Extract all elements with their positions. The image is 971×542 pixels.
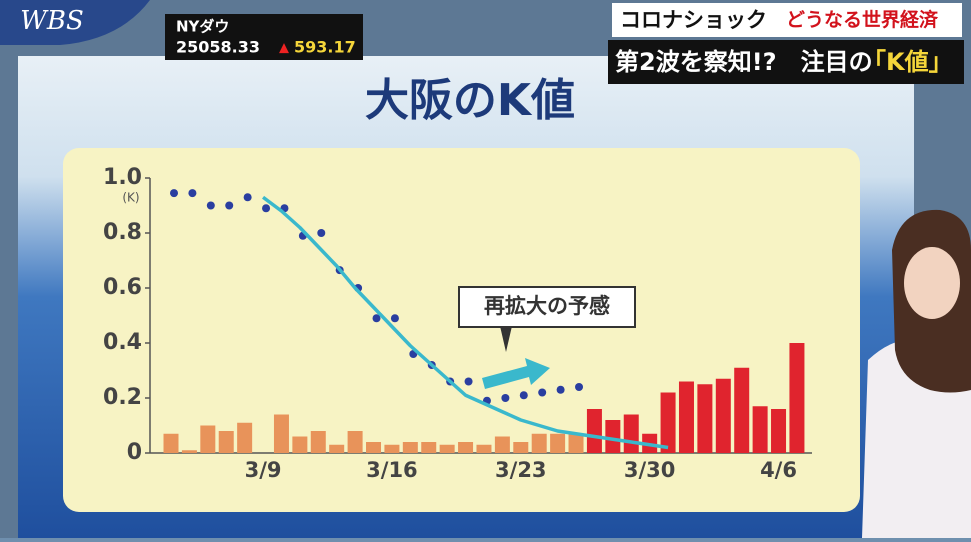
k-point [262, 204, 271, 213]
bar [715, 378, 731, 453]
ticker-name: NYダウ [176, 18, 229, 36]
y-tick-label: 0 [127, 440, 142, 465]
k-point [188, 189, 197, 198]
bar [347, 431, 363, 453]
presenter-face [904, 247, 960, 319]
bar [329, 444, 345, 453]
y-unit: (K) [122, 191, 139, 205]
annotation: 再拡大の予感 [484, 294, 610, 318]
k-point [538, 388, 547, 397]
bar [771, 409, 787, 453]
bar [697, 384, 713, 453]
headline-bg [608, 40, 964, 84]
bar [586, 409, 602, 453]
logo-bg [0, 0, 150, 45]
bar [310, 431, 326, 453]
ticker-bg [165, 14, 363, 60]
headline-key: 「K値」 [862, 48, 953, 76]
bar [366, 442, 382, 453]
ticker-change: 593.17 [294, 38, 356, 57]
bar [531, 433, 547, 453]
k-point [243, 193, 252, 202]
bar [678, 381, 694, 453]
k-point [372, 314, 381, 323]
ticker-value: 25058.33 [176, 38, 260, 57]
x-tick-label: 3/23 [495, 458, 547, 482]
chart-panel [63, 148, 860, 512]
bar [605, 420, 621, 453]
bar [660, 392, 676, 453]
bar [550, 433, 566, 453]
x-tick-label: 4/6 [760, 458, 797, 482]
trend-line [262, 195, 669, 450]
caption-bg [612, 3, 962, 37]
k-point [317, 229, 326, 237]
k-point [556, 385, 565, 394]
k-point [170, 189, 178, 198]
k-point [519, 391, 528, 400]
bar [623, 414, 639, 453]
headline: 第2波を察知!? 注目の [615, 48, 873, 76]
plot: 0 0.2 0.4 0.6 0.8 1.0 3/9 3/16 3/23 3/30 4/6 [103, 165, 812, 482]
x-tick-label: 3/9 [245, 458, 282, 482]
ticker-arrow: ▲ [279, 41, 289, 56]
bar [513, 442, 529, 453]
caption-sub: どうなる世界経済 [786, 8, 939, 31]
bar [273, 414, 289, 453]
logo: WBS [20, 6, 84, 36]
bar [476, 444, 492, 453]
x-tick-label: 3/16 [366, 458, 418, 482]
bar [752, 406, 768, 453]
callout-box [458, 286, 636, 328]
bar [789, 343, 805, 453]
bar [384, 444, 400, 453]
y-tick-label: 0.4 [103, 330, 142, 355]
trend-arrow [482, 358, 550, 389]
x-tick-label: 3/30 [624, 458, 676, 482]
k-point [390, 314, 399, 323]
k-point [575, 383, 584, 391]
bar [292, 436, 308, 453]
bar [402, 442, 418, 453]
y-tick-label: 0.6 [103, 275, 142, 300]
bar [568, 433, 584, 453]
bar [494, 436, 510, 453]
bar [458, 442, 474, 453]
y-tick-label: 0.8 [103, 220, 142, 245]
bar [439, 444, 455, 453]
k-point [225, 201, 234, 210]
bar [734, 367, 750, 453]
bar [237, 422, 253, 453]
k-point [501, 394, 510, 402]
bar [200, 425, 216, 453]
chart-title: 大阪のK値 [365, 75, 575, 126]
k-point [464, 377, 473, 386]
y-tick-label: 1.0 [103, 165, 142, 190]
k-point [206, 201, 215, 210]
y-tick-label: 0.2 [103, 385, 142, 410]
bar [421, 442, 437, 453]
caption-main: コロナショック [620, 8, 767, 32]
bar [181, 450, 197, 453]
bar [218, 431, 234, 453]
callout-pointer [500, 326, 512, 352]
bar [163, 433, 179, 453]
